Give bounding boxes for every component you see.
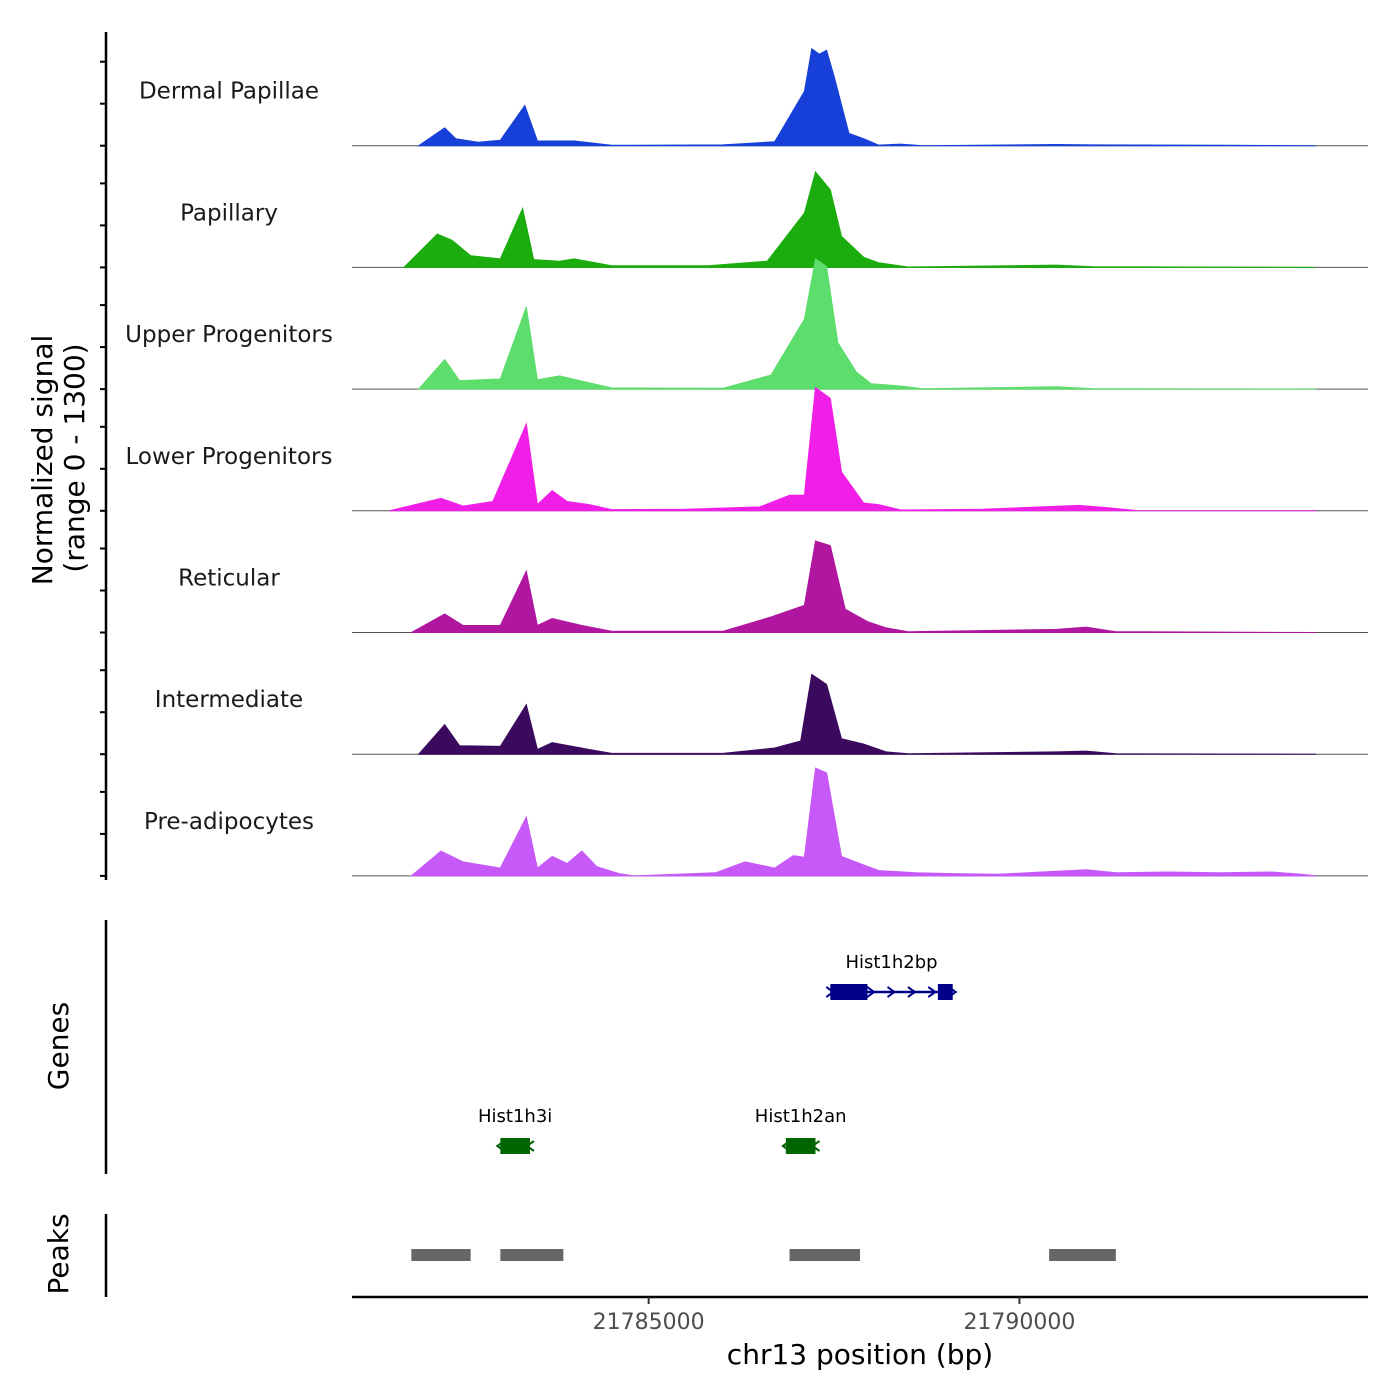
coverage-area-dermal-papillae — [417, 47, 1317, 147]
track-label: Intermediate — [155, 687, 303, 713]
strand-arrow — [866, 986, 876, 998]
x-tick-label: 21790000 — [963, 1310, 1075, 1335]
peak-region — [789, 1249, 860, 1261]
track-label: Dermal Papillae — [139, 79, 319, 105]
gene-exon — [785, 1138, 816, 1154]
gene-label: Hist1h2bp — [845, 952, 937, 973]
coverage-area-papillary — [402, 170, 1317, 268]
gene-exon — [830, 984, 868, 1000]
coverage-area-upper-progenitors — [417, 257, 1317, 390]
coverage-area-intermediate — [417, 673, 1317, 755]
track-label: Lower Progenitors — [126, 444, 333, 470]
track-label: Reticular — [178, 566, 280, 592]
gene-label: Hist1h2an — [755, 1106, 847, 1127]
genes-track-title: Genes — [42, 1002, 75, 1090]
strand-arrow — [927, 986, 938, 998]
track-label: Pre-adipocytes — [144, 809, 314, 835]
gene-label: Hist1h3i — [478, 1106, 552, 1127]
strand-arrow — [886, 986, 897, 998]
y-axis-title-line1: Normalized signal — [26, 335, 59, 586]
peak-region — [411, 1249, 471, 1261]
x-axis-title: chr13 position (bp) — [727, 1338, 993, 1371]
peak-region — [500, 1249, 564, 1261]
gene-exon — [500, 1138, 530, 1154]
x-tick-label: 21785000 — [593, 1310, 705, 1335]
coverage-area-lower-progenitors — [388, 386, 1317, 512]
track-label: Papillary — [180, 200, 278, 226]
strand-arrow — [907, 986, 917, 998]
coverage-area-reticular — [409, 540, 1317, 633]
peak-region — [1049, 1249, 1116, 1261]
track-label: Upper Progenitors — [125, 322, 333, 348]
y-axis-title-line2: (range 0 - 1300) — [58, 343, 91, 572]
peaks-track-title: Peaks — [42, 1213, 75, 1294]
gene-exon — [937, 984, 953, 1000]
coverage-area-pre-adipocytes — [409, 767, 1317, 877]
